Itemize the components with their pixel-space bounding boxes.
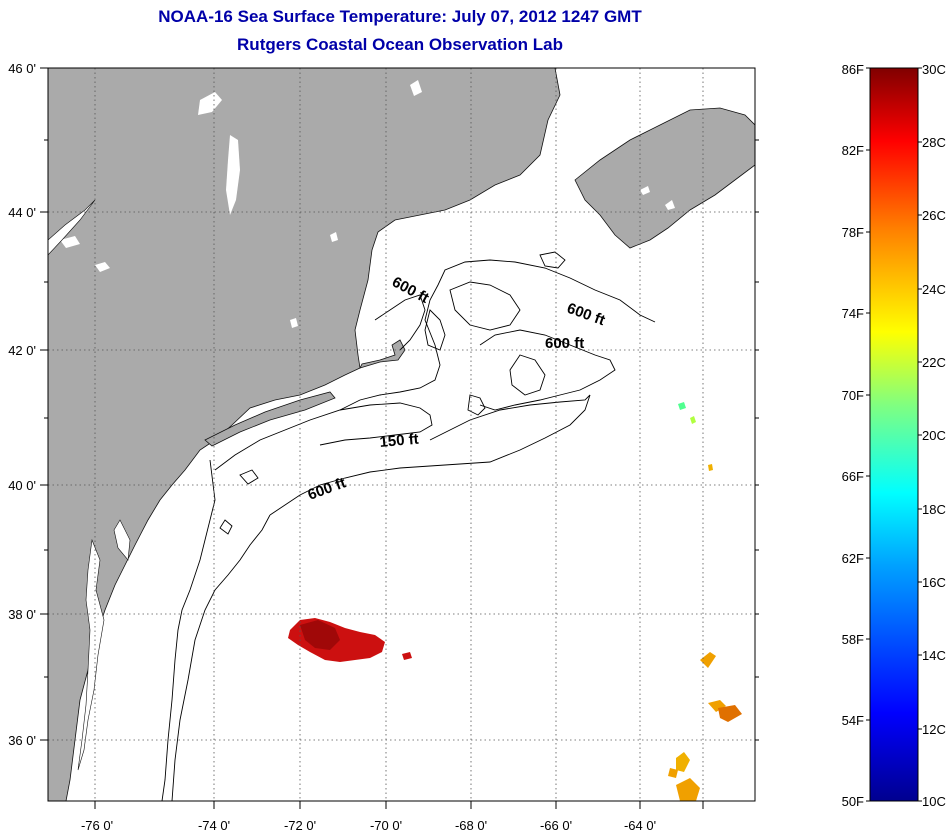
lon-tick-label: -64 0' (624, 818, 656, 833)
colorbar-c-label: 26C (922, 208, 946, 223)
colorbar-c-label: 16C (922, 575, 946, 590)
lake-ontario-edge (48, 199, 96, 256)
sst-patch-orange (676, 752, 690, 772)
contour-label: 600 ft (545, 335, 584, 352)
temperature-colorbar (869, 67, 919, 802)
lon-tick-label: -70 0' (370, 818, 402, 833)
colorbar-c-label: 28C (922, 135, 946, 150)
lon-tick-label: -74 0' (198, 818, 230, 833)
lon-tick-label: -76 0' (81, 818, 113, 833)
sst-patch-orange (700, 652, 716, 668)
lake (665, 200, 675, 210)
sst-patch-orange (676, 778, 700, 801)
sst-patch-orange (668, 768, 678, 778)
map-subtitle: Rutgers Coastal Ocean Observation Lab (237, 35, 563, 54)
colorbar-f-label: 66F (842, 469, 864, 484)
colorbar-c-label: 12C (922, 722, 946, 737)
colorbar-f-label: 70F (842, 388, 864, 403)
lake (640, 186, 650, 195)
colorbar-c-label: 10C (922, 794, 946, 809)
chesapeake-bay (77, 538, 105, 771)
lake (60, 236, 80, 248)
colorbar-f-label: 58F (842, 632, 864, 647)
sst-patch-warm-core (300, 620, 340, 650)
grid (48, 68, 755, 801)
land-nova-scotia (574, 107, 755, 249)
colorbar-c-label: 14C (922, 648, 946, 663)
lon-tick-label: -68 0' (455, 818, 487, 833)
colorbar-f-label: 62F (842, 551, 864, 566)
contour-label: 150 ft (379, 431, 420, 451)
lat-tick-label: 36 0' (8, 733, 36, 748)
lake (198, 92, 222, 115)
lat-tick-label: 40 0' (8, 478, 36, 493)
lat-tick-label: 38 0' (8, 607, 36, 622)
sst-patch-yellow-green (690, 416, 696, 424)
lat-tick-label: 46 0' (8, 61, 36, 76)
land-cape-cod (359, 339, 406, 369)
lat-tick-label: 44 0' (8, 205, 36, 220)
lat-tick-label: 42 0' (8, 343, 36, 358)
map-frame (47, 67, 756, 802)
colorbar-c-label: 30C (922, 62, 946, 77)
depth-contours (161, 251, 656, 801)
land-long-island (204, 391, 336, 447)
colorbar-c-label: 18C (922, 502, 946, 517)
colorbar-c-label: 24C (922, 282, 946, 297)
tick-marks (40, 67, 759, 809)
delaware-bay (113, 519, 131, 561)
sst-patch-orange (708, 700, 726, 712)
colorbar-f-label: 86F (842, 62, 864, 77)
colorbar-c-label: 22C (922, 355, 946, 370)
colorbar-f-label: 78F (842, 225, 864, 240)
lake (290, 318, 298, 328)
lake-champlain (226, 135, 240, 215)
colorbar-ticks (866, 67, 922, 802)
colorbar-f-label: 82F (842, 143, 864, 158)
colorbar-f-label: 74F (842, 306, 864, 321)
sst-patch-green (678, 402, 686, 410)
colorbar-c-label: 20C (922, 428, 946, 443)
map-title: NOAA-16 Sea Surface Temperature: July 07… (158, 7, 642, 26)
sst-data-patches (288, 402, 742, 801)
colorbar-f-label: 54F (842, 713, 864, 728)
sst-patch-orange (718, 705, 742, 722)
colorbar-f-label: 50F (842, 794, 864, 809)
lon-tick-label: -72 0' (284, 818, 316, 833)
lake (410, 80, 422, 96)
lon-tick-label: -66 0' (540, 818, 572, 833)
lake (95, 262, 110, 272)
lake (330, 232, 338, 242)
sst-patch-small (402, 652, 412, 660)
sst-patch-orange (708, 464, 713, 471)
